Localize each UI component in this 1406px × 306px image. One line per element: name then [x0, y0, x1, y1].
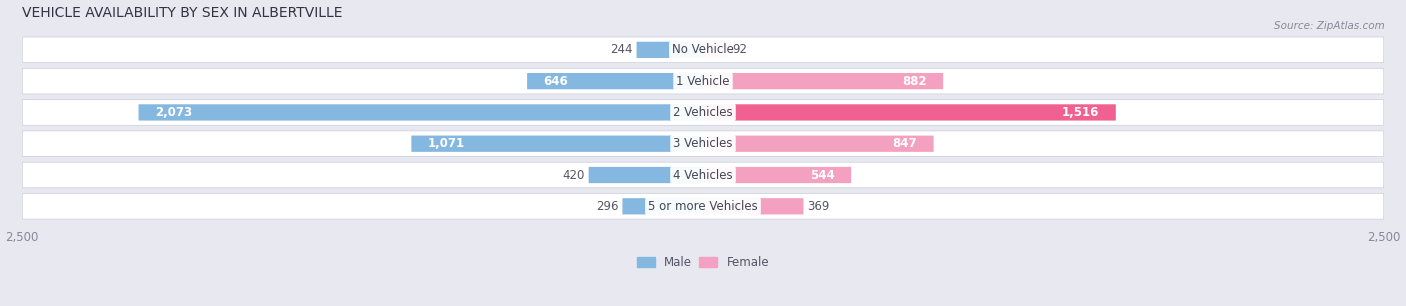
- Text: 646: 646: [544, 75, 568, 88]
- Text: 3 Vehicles: 3 Vehicles: [673, 137, 733, 150]
- FancyBboxPatch shape: [703, 136, 934, 152]
- FancyBboxPatch shape: [589, 167, 703, 183]
- FancyBboxPatch shape: [527, 73, 703, 89]
- FancyBboxPatch shape: [22, 131, 1384, 157]
- Text: 369: 369: [807, 200, 830, 213]
- Legend: Male, Female: Male, Female: [633, 251, 773, 274]
- FancyBboxPatch shape: [637, 42, 703, 58]
- Text: 4 Vehicles: 4 Vehicles: [673, 169, 733, 181]
- FancyBboxPatch shape: [703, 104, 1116, 121]
- Text: 5 or more Vehicles: 5 or more Vehicles: [648, 200, 758, 213]
- FancyBboxPatch shape: [703, 73, 943, 89]
- FancyBboxPatch shape: [22, 162, 1384, 188]
- Text: VEHICLE AVAILABILITY BY SEX IN ALBERTVILLE: VEHICLE AVAILABILITY BY SEX IN ALBERTVIL…: [22, 6, 343, 20]
- FancyBboxPatch shape: [139, 104, 703, 121]
- Text: 296: 296: [596, 200, 619, 213]
- FancyBboxPatch shape: [703, 167, 851, 183]
- FancyBboxPatch shape: [623, 198, 703, 215]
- FancyBboxPatch shape: [22, 37, 1384, 63]
- Text: No Vehicle: No Vehicle: [672, 43, 734, 56]
- FancyBboxPatch shape: [22, 68, 1384, 94]
- Text: 1,516: 1,516: [1062, 106, 1099, 119]
- Text: Source: ZipAtlas.com: Source: ZipAtlas.com: [1274, 21, 1385, 32]
- Text: 2 Vehicles: 2 Vehicles: [673, 106, 733, 119]
- Text: 244: 244: [610, 43, 633, 56]
- Text: 1,071: 1,071: [427, 137, 465, 150]
- FancyBboxPatch shape: [703, 198, 803, 215]
- FancyBboxPatch shape: [22, 193, 1384, 219]
- Text: 1 Vehicle: 1 Vehicle: [676, 75, 730, 88]
- FancyBboxPatch shape: [703, 42, 728, 58]
- Text: 847: 847: [893, 137, 917, 150]
- FancyBboxPatch shape: [412, 136, 703, 152]
- Text: 2,073: 2,073: [155, 106, 193, 119]
- Text: 420: 420: [562, 169, 585, 181]
- FancyBboxPatch shape: [22, 99, 1384, 125]
- Text: 92: 92: [733, 43, 747, 56]
- Text: 882: 882: [903, 75, 927, 88]
- Text: 544: 544: [810, 169, 835, 181]
